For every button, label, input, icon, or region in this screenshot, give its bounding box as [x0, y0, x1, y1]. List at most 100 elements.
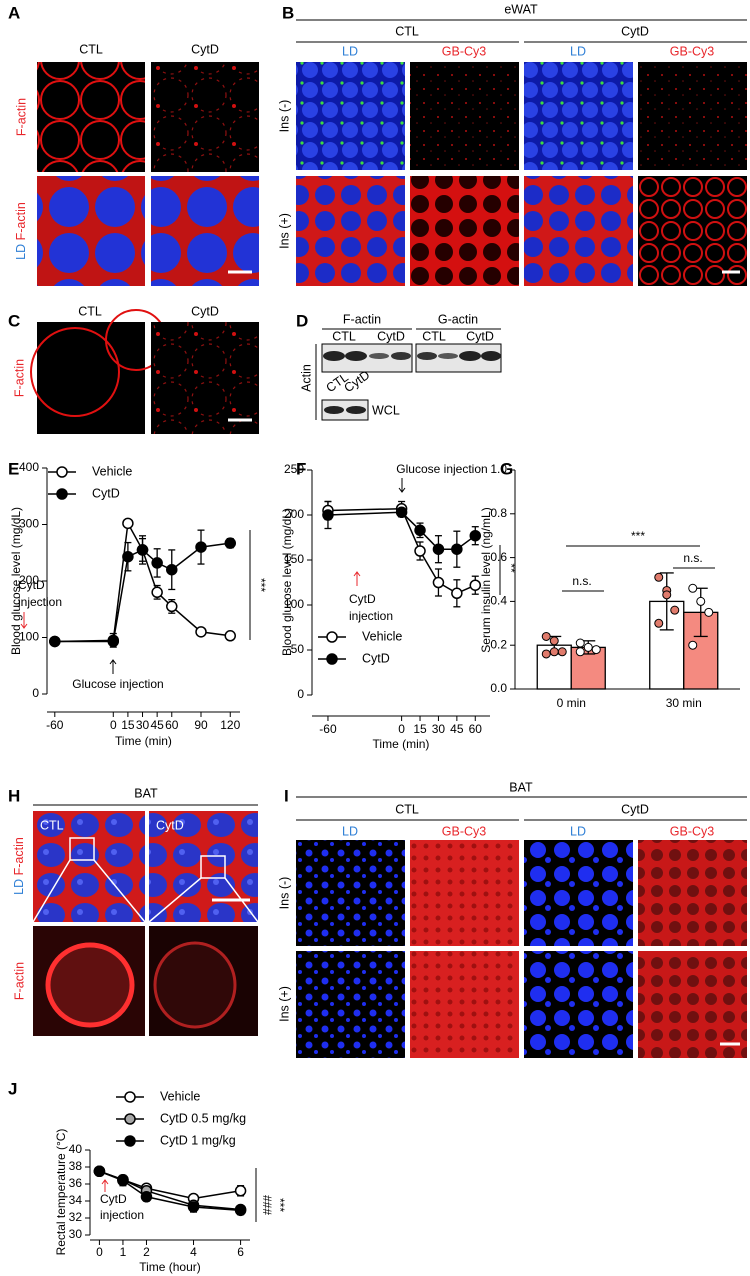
- data-point: [575, 638, 585, 648]
- micrograph: [638, 62, 747, 170]
- legend-label: CytD: [92, 486, 120, 500]
- data-point: [432, 543, 445, 555]
- stain-label: LD F-actin: [14, 202, 28, 260]
- data-point: [688, 640, 698, 650]
- row-label: Ins (+): [277, 213, 291, 249]
- y-axis-title: Serum insulin level (ng/mL): [479, 507, 493, 652]
- row-label: Ins (-): [277, 100, 291, 133]
- x-tick-label: 60: [469, 722, 483, 736]
- annotation: **: [504, 563, 518, 573]
- data-point: [414, 545, 426, 557]
- stain-factin: F-actin: [12, 837, 26, 875]
- band: [369, 353, 389, 359]
- legend-label: CytD 1 mg/kg: [160, 1133, 236, 1147]
- data-point: [93, 1165, 106, 1177]
- micrograph: [37, 176, 145, 286]
- x-tick-label: 4: [190, 1245, 197, 1259]
- annotation: CytD: [100, 1192, 127, 1206]
- data-point: [122, 550, 134, 563]
- group-label: CTL: [395, 802, 419, 816]
- legend-marker: [124, 1113, 136, 1125]
- lane-label: CTL: [332, 329, 356, 343]
- x-tick-label: 30: [136, 718, 150, 732]
- group-label: CytD: [621, 802, 649, 816]
- micrograph: [296, 176, 405, 286]
- y-tick-label: 100: [19, 630, 39, 644]
- data-point: [654, 572, 664, 582]
- panel-letter: I: [284, 786, 289, 805]
- data-point: [432, 576, 445, 589]
- data-point: [122, 517, 134, 530]
- annotation: CytD: [18, 578, 45, 592]
- zoom-box: [200, 855, 226, 879]
- annotation: ###: [260, 1195, 274, 1215]
- data-point: [469, 529, 482, 542]
- data-point: [224, 537, 237, 549]
- zoom-box: [69, 837, 95, 861]
- band: [391, 352, 411, 360]
- y-tick-label: 0.4: [490, 594, 507, 608]
- data-point: [549, 647, 559, 657]
- data-point: [49, 635, 61, 648]
- data-point: [541, 649, 551, 659]
- x-tick-label: -60: [319, 722, 337, 736]
- band: [417, 352, 437, 360]
- stain-label: LD F-actin: [12, 837, 26, 895]
- micrograph: [33, 811, 145, 922]
- data-point: [234, 1185, 247, 1197]
- arrow-head: [398, 487, 406, 493]
- data-point: [662, 590, 672, 600]
- cell-outline: [153, 941, 237, 1029]
- x-tick-label: 30 min: [666, 696, 702, 710]
- y-tick-label: 150: [284, 552, 304, 566]
- y-tick-label: 0.0: [490, 681, 507, 695]
- annotation: ***: [254, 578, 268, 592]
- series-line: [54, 542, 231, 643]
- tissue-label: eWAT: [504, 2, 538, 16]
- x-tick-label: 15: [121, 718, 135, 732]
- panel-letter: B: [282, 3, 294, 22]
- data-point: [224, 630, 237, 642]
- data-point: [670, 605, 680, 615]
- data-point: [322, 509, 334, 521]
- panel-letter: D: [296, 311, 308, 330]
- y-tick-label: 36: [69, 1176, 83, 1190]
- panel-letter: G: [500, 459, 513, 478]
- y-tick-label: 200: [19, 573, 39, 587]
- x-tick-label: 30: [432, 722, 446, 736]
- tissue-label: BAT: [509, 780, 533, 794]
- panel-letter: E: [8, 459, 19, 478]
- data-point: [414, 524, 426, 537]
- y-tick-label: 50: [291, 642, 305, 656]
- x-axis-title: Time (hour): [139, 1260, 201, 1274]
- y-tick-label: 34: [69, 1193, 83, 1207]
- y-tick-label: 0.2: [490, 637, 507, 651]
- y-tick-label: 100: [284, 597, 304, 611]
- annotation: n.s.: [683, 551, 702, 565]
- micrograph: [37, 322, 145, 434]
- data-point: [166, 563, 178, 576]
- channel-label: LD: [342, 44, 358, 58]
- data-point: [195, 626, 207, 638]
- micrograph: [638, 840, 747, 946]
- arrow-head: [109, 659, 117, 665]
- y-tick-label: 40: [69, 1142, 83, 1156]
- lane-label: CytD: [466, 329, 494, 343]
- data-point: [704, 607, 714, 617]
- data-point: [469, 579, 482, 591]
- micrograph: [410, 840, 519, 946]
- protein-label: Actin: [299, 364, 313, 392]
- x-axis-title: Time (min): [373, 737, 430, 751]
- data-point: [151, 557, 163, 569]
- y-tick-label: 0.6: [490, 550, 507, 564]
- series-line: [54, 520, 231, 643]
- micrograph: [149, 811, 258, 922]
- column-label: CytD: [191, 42, 219, 56]
- channel-label: GB-Cy3: [442, 824, 487, 838]
- y-tick-label: 38: [69, 1159, 83, 1173]
- annotation: injection: [18, 595, 62, 609]
- micrograph: [410, 176, 519, 286]
- column-label: CytD: [156, 818, 184, 832]
- data-point: [451, 543, 463, 555]
- legend-marker: [326, 653, 338, 665]
